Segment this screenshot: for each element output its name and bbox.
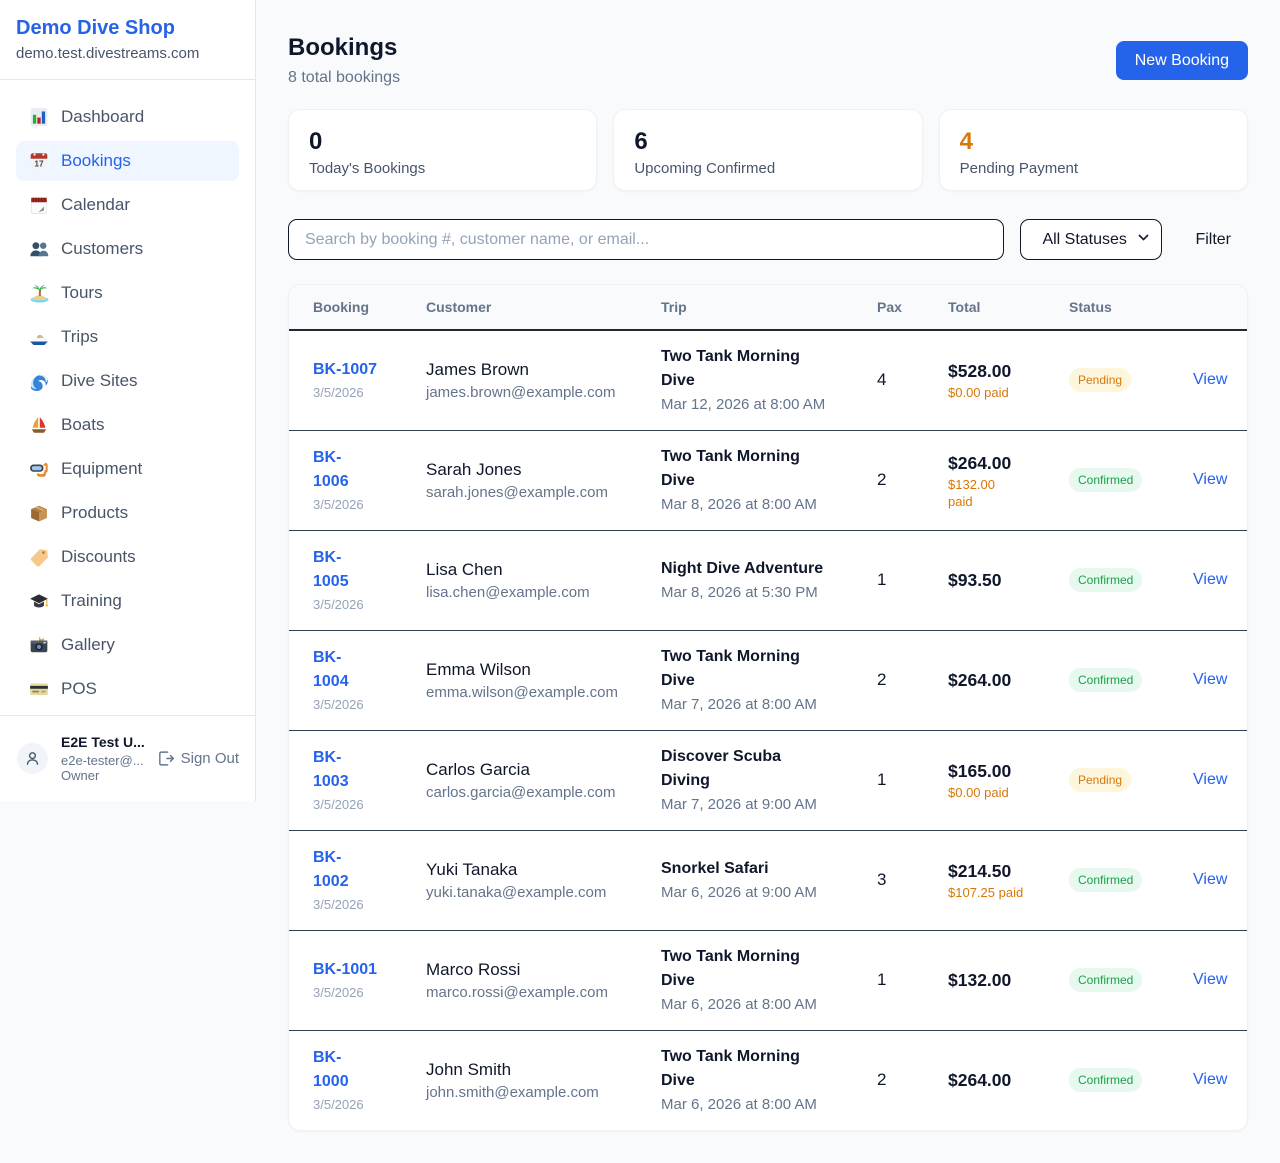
svg-text:17: 17 [34, 159, 44, 169]
